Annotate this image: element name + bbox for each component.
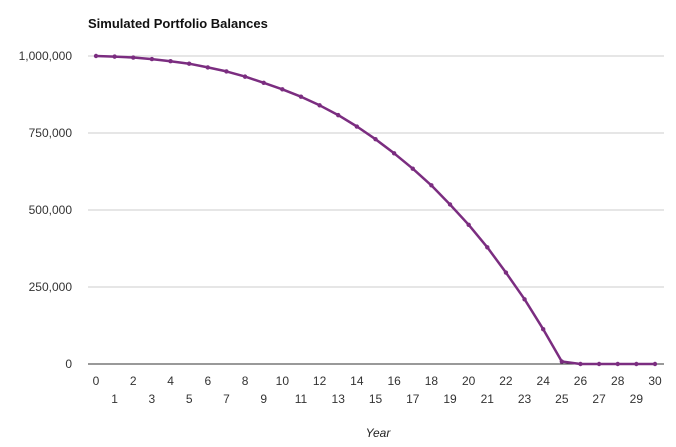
data-point	[429, 183, 434, 188]
data-point	[485, 245, 490, 250]
x-tick-label: 28	[611, 374, 625, 388]
x-tick-label: 1	[111, 392, 118, 406]
x-tick-label: 15	[369, 392, 383, 406]
data-point	[503, 270, 509, 275]
data-point	[112, 54, 117, 59]
x-axis-title: Year	[366, 426, 392, 440]
y-tick-label: 1,000,000	[19, 49, 73, 63]
x-tick-label: 14	[350, 374, 364, 388]
x-tick-label: 21	[481, 392, 495, 406]
x-tick-label: 11	[295, 392, 308, 406]
data-point	[447, 202, 453, 207]
x-tick-label: 9	[260, 392, 267, 406]
x-tick-label: 4	[167, 374, 174, 388]
data-point	[261, 80, 266, 85]
x-tick-label: 19	[443, 392, 457, 406]
x-tick-label: 29	[630, 392, 644, 406]
data-point	[466, 222, 471, 227]
data-point	[149, 56, 155, 62]
x-tick-label: 2	[130, 374, 137, 388]
y-tick-label: 250,000	[29, 280, 73, 294]
x-tick-label: 24	[537, 374, 551, 388]
x-tick-label: 13	[332, 392, 346, 406]
y-tick-label: 500,000	[29, 203, 73, 217]
x-tick-label: 22	[499, 374, 513, 388]
data-point	[596, 361, 602, 367]
x-tick-label: 10	[276, 374, 290, 388]
data-point	[634, 361, 639, 367]
x-tick-label: 3	[149, 392, 156, 406]
x-tick-label: 0	[93, 374, 100, 388]
chart-title: Simulated Portfolio Balances	[88, 16, 268, 31]
data-point	[410, 166, 415, 171]
data-point	[373, 136, 378, 142]
x-tick-label: 16	[387, 374, 401, 388]
x-tick-label: 27	[592, 392, 606, 406]
data-point	[652, 361, 658, 367]
data-point	[615, 361, 620, 367]
x-tick-label: 17	[406, 392, 420, 406]
x-tick-label: 6	[204, 374, 211, 388]
series-group	[93, 53, 658, 367]
data-point	[336, 112, 341, 118]
data-point	[224, 69, 229, 74]
x-tick-label: 5	[186, 392, 193, 406]
x-tick-labels: 0123456789101112131415161718192021222324…	[93, 374, 662, 406]
x-tick-label: 12	[313, 374, 327, 388]
data-point	[93, 53, 99, 59]
x-tick-label: 26	[574, 374, 588, 388]
x-tick-label: 18	[425, 374, 439, 388]
data-point	[168, 59, 173, 64]
x-tick-label: 8	[242, 374, 249, 388]
data-point	[578, 361, 583, 367]
data-point	[186, 61, 192, 66]
data-point	[205, 65, 210, 70]
x-tick-label: 7	[223, 392, 230, 406]
data-point	[131, 55, 136, 60]
y-tick-label: 0	[65, 357, 72, 371]
gridlines	[88, 55, 664, 365]
data-point	[559, 359, 565, 364]
data-point	[354, 124, 360, 129]
data-point	[280, 87, 285, 92]
data-point	[317, 103, 322, 108]
x-tick-label: 23	[518, 392, 532, 406]
x-tick-label: 25	[555, 392, 569, 406]
y-tick-labels: 0 250,000 500,000 750,000 1,000,000	[19, 49, 73, 371]
data-point	[242, 74, 248, 79]
data-point	[391, 151, 397, 156]
data-point	[541, 326, 546, 332]
x-tick-label: 30	[648, 374, 662, 388]
x-tick-label: 20	[462, 374, 476, 388]
data-point	[298, 94, 304, 99]
data-point	[522, 297, 527, 302]
y-tick-label: 750,000	[29, 126, 73, 140]
